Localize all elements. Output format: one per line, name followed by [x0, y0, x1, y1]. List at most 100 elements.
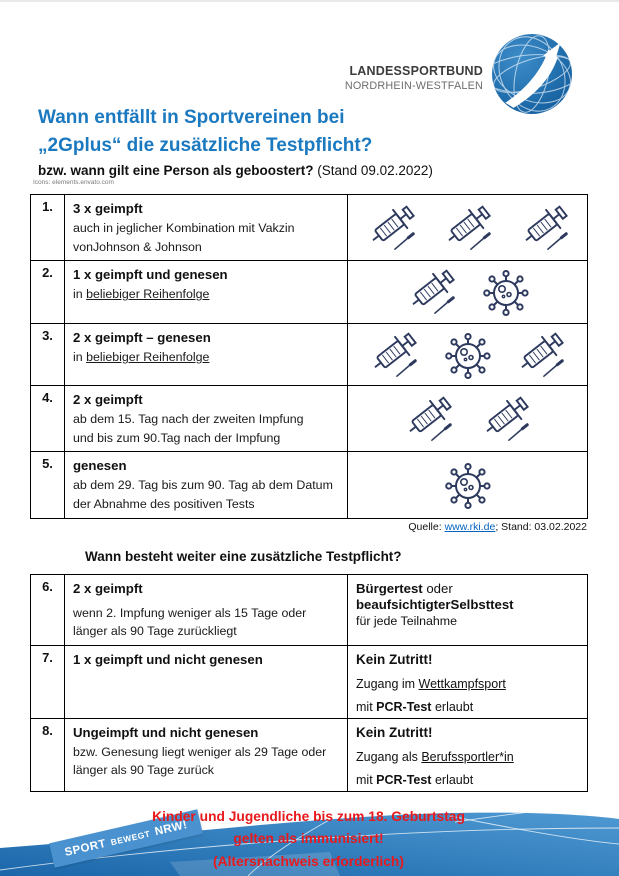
underlined-term: beliebiger Reihenfolge	[86, 287, 210, 302]
syringe-icon	[478, 393, 533, 442]
notice-line: Kinder und Jugendliche bis zum 18. Gebur…	[152, 808, 465, 824]
row-number: 5.	[30, 451, 65, 519]
result-line: für jede Teilnahme	[356, 613, 458, 628]
page-title-line1: Wann entfällt in Sportvereinen bei	[38, 107, 345, 128]
syringe-icon	[517, 202, 572, 251]
row-number: 4.	[30, 385, 65, 453]
row-icon-cell	[347, 385, 588, 453]
underlined-term: Wettkampfsport	[418, 676, 506, 691]
table-row: 3. 2 x geimpft – genesen in beliebiger R…	[30, 323, 588, 387]
row-desc: und bis zum 90.Tag nach der Impfung	[73, 430, 281, 445]
underlined-term: beliebiger Reihenfolge	[86, 350, 210, 365]
syringe-icon	[402, 393, 457, 442]
row-icon-cell	[347, 260, 588, 325]
row-number: 1.	[30, 193, 65, 262]
logo-region: NORDRHEIN-WESTFALEN	[344, 79, 483, 92]
row-result-cell: Bürgertest oder beaufsichtigterSelbsttes…	[347, 573, 588, 646]
wave-graphic	[0, 803, 619, 876]
header: LANDESSPORTBUND NORDRHEIN-WESTFALEN	[0, 2, 619, 194]
row-text-cell: 3 x geimpft auch in jeglicher Kombinatio…	[64, 193, 348, 262]
pcr-line: mit PCR-Test erlaubt	[356, 699, 474, 714]
table-row: 5. genesen ab dem 29. Tag bis zum 90. Ta…	[30, 451, 588, 519]
row-desc: vonJohnson & Johnson	[73, 239, 202, 254]
row-desc: wenn 2. Impfung weniger als 15 Tage oder	[73, 605, 307, 620]
result-line: Bürgertest oder	[356, 580, 453, 596]
globe-logo-icon	[492, 34, 572, 114]
table-row: 8. Ungeimpft und nicht genesen bzw. Gene…	[30, 717, 588, 792]
row-icon-cell	[347, 193, 588, 262]
row-result-cell: Kein Zutritt! Zugang als Berufssportler*…	[347, 717, 588, 792]
row-title: 1 x geimpft und genesen	[73, 267, 228, 283]
row-result-cell: Kein Zutritt! Zugang im Wettkampfsport m…	[347, 644, 588, 719]
row-number: 3.	[30, 323, 65, 387]
table-row: 6. 2 x geimpft wenn 2. Impfung weniger a…	[30, 573, 588, 646]
logo-text: LANDESSPORTBUND NORDRHEIN-WESTFALEN	[345, 64, 483, 93]
virus-icon	[444, 332, 491, 379]
row-number: 8.	[30, 717, 65, 792]
page-title: Wann entfällt in Sportvereinen bei „2Gpl…	[38, 104, 372, 160]
access-line: Zugang als Berufssportler*in	[356, 749, 514, 764]
notice-line: gelten als immunisiert!	[233, 831, 384, 847]
syringe-icon	[367, 329, 421, 378]
row-desc: in beliebiger Reihenfolge	[73, 287, 210, 302]
rki-link[interactable]: www.rki.de	[444, 520, 496, 533]
row-number: 6.	[30, 573, 65, 646]
section-heading: Wann besteht weiter eine zusätzliche Tes…	[85, 548, 402, 564]
page-subtitle: bzw. wann gilt eine Person als gebooster…	[38, 163, 433, 178]
row-desc: ab dem 15. Tag nach der zweiten Impfung	[73, 412, 304, 427]
table-row: 4. 2 x geimpft ab dem 15. Tag nach der z…	[30, 385, 588, 453]
row-title: Ungeimpft und nicht genesen	[73, 724, 259, 740]
syringe-icon	[513, 329, 568, 378]
row-text-cell: 2 x geimpft wenn 2. Impfung weniger als …	[64, 573, 348, 646]
row-text-cell: 2 x geimpft ab dem 15. Tag nach der zwei…	[64, 385, 348, 453]
row-title: 3 x geimpft	[73, 201, 143, 216]
row-desc: länger als 90 Tage zurückliegt	[73, 624, 237, 639]
row-text-cell: Ungeimpft und nicht genesen bzw. Genesun…	[64, 717, 348, 792]
page-title-line2: „2Gplus“ die zusätzliche Testpflicht?	[38, 135, 373, 156]
icons-credit: Icons: elements.envato.com	[33, 179, 114, 186]
result-line: beaufsichtigterSelbsttest	[356, 596, 514, 612]
row-icon-cell	[347, 451, 588, 519]
row-desc: auch in jeglicher Kombination mit Vakzin	[73, 221, 295, 235]
row-desc: ab dem 29. Tag bis zum 90. Tag ab dem Da…	[73, 478, 333, 493]
testing-table: 6. 2 x geimpft wenn 2. Impfung weniger a…	[30, 573, 588, 792]
row-title: 2 x geimpft	[73, 580, 143, 596]
table-row: 7. 1 x geimpft und nicht genesen Kein Zu…	[30, 644, 588, 719]
underlined-term: Berufssportler*in	[421, 749, 514, 764]
row-number: 7.	[30, 644, 65, 719]
notice-line: (Altersnachweis erforderlich)	[213, 853, 404, 869]
syringe-icon	[405, 267, 460, 315]
no-access-heading: Kein Zutritt!	[356, 651, 433, 667]
row-desc: länger als 90 Tage zurück	[73, 763, 214, 778]
row-title: genesen	[73, 458, 127, 474]
access-line: Zugang im Wettkampfsport	[356, 676, 506, 691]
row-text-cell: 2 x geimpft – genesen in beliebiger Reih…	[64, 323, 348, 387]
row-icon-cell	[347, 323, 588, 387]
row-title: 1 x geimpft und nicht genesen	[73, 651, 263, 667]
virus-icon	[444, 463, 491, 510]
row-desc: der Abnahme des positiven Tests	[73, 497, 255, 512]
subtitle-bold: bzw. wann gilt eine Person als gebooster…	[38, 163, 314, 178]
row-desc: in beliebiger Reihenfolge	[73, 350, 210, 365]
no-access-heading: Kein Zutritt!	[356, 724, 433, 740]
row-text-cell: 1 x geimpft und genesen in beliebiger Re…	[64, 260, 348, 325]
pcr-line: mit PCR-Test erlaubt	[356, 772, 474, 787]
exemption-table: 1. 3 x geimpft auch in jeglicher Kombina…	[30, 193, 588, 519]
table-row: 2. 1 x geimpft und genesen in beliebiger…	[30, 260, 588, 325]
virus-icon	[482, 270, 529, 317]
row-title: 2 x geimpft – genesen	[73, 330, 211, 346]
immunized-notice: Kinder und Jugendliche bis zum 18. Gebur…	[30, 806, 587, 873]
row-text-cell: 1 x geimpft und nicht genesen	[64, 644, 348, 719]
syringe-icon	[441, 202, 496, 251]
row-number: 2.	[30, 260, 65, 325]
source-note: Quelle: www.rki.de; Stand: 03.02.2022	[408, 520, 587, 533]
footer-wave: SPORT BEWEGT NRW!	[0, 792, 619, 876]
table-row: 1. 3 x geimpft auch in jeglicher Kombina…	[30, 193, 588, 262]
syringe-icon	[365, 202, 419, 251]
logo-name: LANDESSPORTBUND	[349, 64, 483, 78]
row-text-cell: genesen ab dem 29. Tag bis zum 90. Tag a…	[64, 451, 348, 519]
subtitle-date: (Stand 09.02.2022)	[313, 163, 433, 178]
row-desc: bzw. Genesung liegt weniger als 29 Tage …	[73, 744, 327, 759]
row-title: 2 x geimpft	[73, 392, 143, 408]
